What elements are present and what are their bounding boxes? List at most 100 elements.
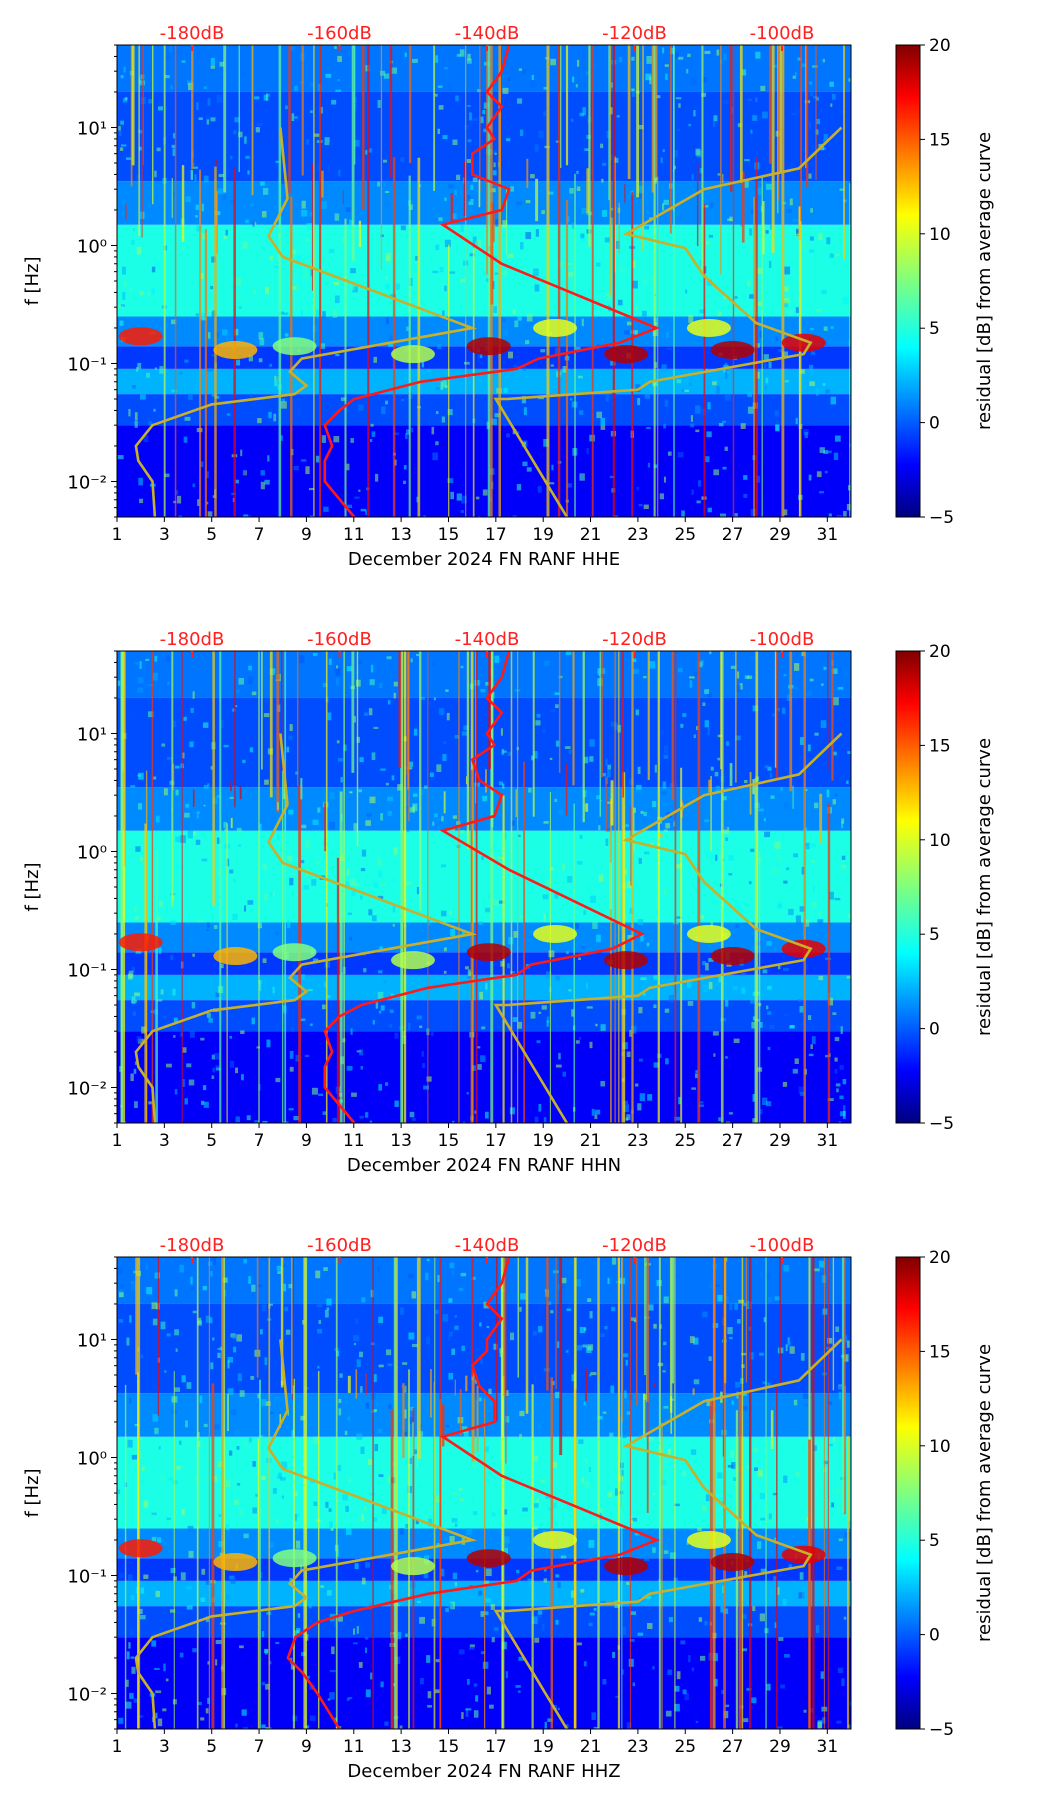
texture-speck (310, 82, 315, 88)
texture-speck (434, 813, 438, 818)
texture-speck (839, 188, 845, 191)
texture-speck (728, 873, 733, 876)
texture-speck (748, 881, 752, 885)
texture-speck (248, 354, 253, 362)
transient-streak (517, 1257, 520, 1378)
texture-speck (124, 97, 128, 101)
transient-streak (351, 651, 355, 773)
texture-speck (437, 1274, 440, 1283)
texture-speck (475, 1569, 479, 1573)
texture-speck (215, 332, 219, 338)
texture-speck (173, 1035, 176, 1038)
texture-speck (502, 783, 505, 789)
transient-streak (758, 851, 761, 1123)
texture-speck (594, 1109, 601, 1115)
transient-streak (269, 651, 273, 798)
texture-speck (665, 823, 670, 829)
texture-speck (430, 1031, 434, 1037)
texture-speck (803, 1709, 807, 1713)
texture-speck (338, 1408, 342, 1416)
colorbar-tick-label: −5 (929, 1720, 954, 1740)
x-tick-label: 25 (674, 525, 696, 545)
transient-streak (620, 1415, 622, 1509)
texture-speck (640, 810, 644, 814)
texture-speck (823, 134, 828, 140)
texture-speck (737, 123, 742, 128)
texture-speck (485, 1446, 489, 1452)
texture-speck (546, 971, 552, 979)
texture-speck (693, 734, 696, 739)
texture-speck (383, 1515, 386, 1524)
texture-speck (327, 995, 331, 999)
texture-speck (391, 1593, 397, 1600)
texture-speck (251, 1284, 256, 1292)
texture-speck (605, 838, 609, 846)
texture-speck (443, 970, 447, 974)
transient-streak (669, 45, 672, 234)
texture-speck (607, 1277, 610, 1285)
texture-speck (645, 1595, 652, 1600)
texture-speck (536, 713, 541, 718)
texture-speck (490, 418, 497, 425)
texture-speck (191, 1287, 194, 1290)
texture-speck (186, 1063, 192, 1068)
transient-streak (336, 857, 340, 1123)
texture-speck (743, 779, 748, 784)
transient-streak (599, 651, 602, 817)
texture-speck (610, 217, 615, 226)
texture-speck (316, 1302, 323, 1308)
transient-streak (696, 162, 699, 247)
transient-streak (849, 183, 851, 517)
transient-streak (476, 1385, 479, 1453)
texture-speck (747, 675, 753, 680)
texture-speck (819, 1488, 822, 1493)
microseism-blob (781, 1545, 826, 1564)
texture-speck (387, 700, 391, 705)
texture-speck (540, 349, 546, 353)
texture-speck (156, 999, 163, 1002)
texture-speck (317, 807, 321, 813)
texture-speck (781, 707, 786, 714)
texture-speck (405, 1524, 409, 1528)
texture-speck (269, 363, 272, 367)
texture-speck (589, 1041, 593, 1049)
texture-speck (767, 1011, 772, 1015)
texture-speck (261, 1304, 267, 1312)
texture-speck (117, 680, 121, 686)
texture-speck (784, 803, 789, 809)
texture-speck (630, 1317, 637, 1321)
texture-speck (148, 292, 151, 296)
colorbar-tick-label: 20 (929, 36, 951, 56)
texture-speck (340, 777, 343, 783)
x-tick-label: 29 (769, 525, 791, 545)
texture-speck (436, 1495, 441, 1503)
texture-speck (414, 1449, 418, 1454)
texture-speck (454, 1325, 459, 1330)
texture-speck (300, 459, 307, 462)
texture-speck (531, 1616, 538, 1625)
texture-speck (545, 880, 551, 885)
texture-speck (668, 994, 674, 1003)
top-db-label: -100dB (750, 629, 815, 650)
x-tick-label: 27 (722, 1131, 744, 1151)
texture-speck (203, 784, 209, 789)
texture-speck (235, 277, 242, 286)
transient-streak (697, 651, 701, 1123)
texture-speck (656, 95, 661, 99)
texture-speck (553, 1502, 557, 1509)
x-tick-label: 1 (112, 525, 123, 545)
texture-speck (300, 1415, 305, 1421)
texture-speck (848, 78, 851, 82)
texture-speck (586, 886, 593, 894)
texture-speck (763, 363, 767, 369)
texture-speck (237, 1482, 241, 1486)
texture-speck (421, 361, 425, 368)
texture-speck (301, 209, 308, 217)
texture-speck (400, 225, 406, 231)
texture-speck (472, 1494, 475, 1503)
texture-speck (175, 765, 180, 769)
texture-speck (478, 1590, 483, 1596)
texture-speck (786, 208, 792, 213)
texture-speck (230, 1578, 236, 1584)
texture-speck (810, 843, 816, 848)
